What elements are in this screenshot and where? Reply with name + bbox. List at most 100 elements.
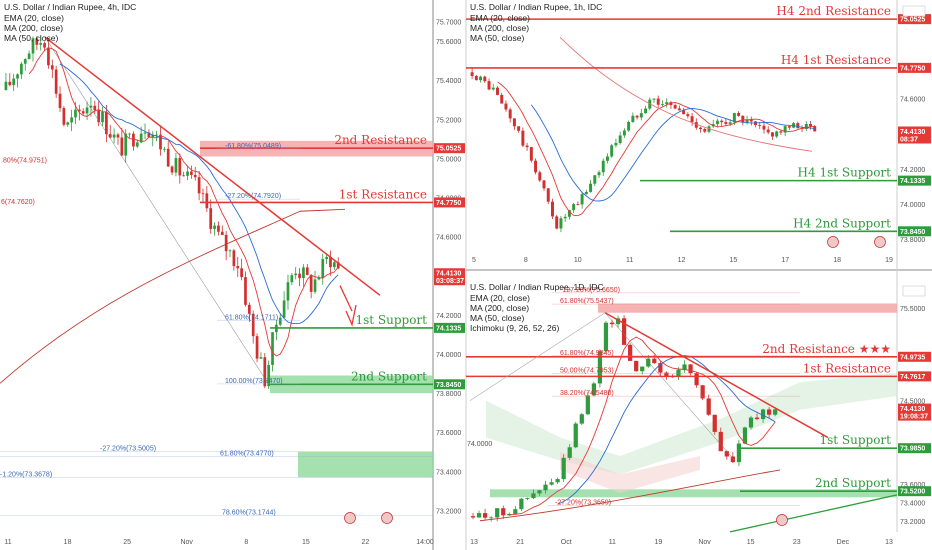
descending-trendline (604, 312, 829, 439)
candle-body (139, 133, 143, 143)
candle-body (766, 129, 770, 133)
candle-body (737, 113, 741, 116)
candle-body (332, 262, 336, 268)
candle-body (563, 216, 567, 219)
indicator-label: Ichimoku (9, 26, 52, 26) (470, 323, 559, 333)
candle-body (796, 123, 800, 129)
descending-trendline (44, 36, 381, 296)
price-tick-label: 75.5000 (900, 306, 925, 313)
price-tick-label: 74.0000 (900, 202, 925, 209)
candle-body (20, 63, 23, 75)
event-flag-icon (776, 514, 788, 526)
candle-body (39, 43, 43, 45)
candle-body (267, 364, 271, 387)
candle-body (658, 363, 663, 373)
candle-body (470, 516, 476, 518)
candle-body (779, 131, 783, 133)
candle-body (66, 122, 70, 125)
candle-body (474, 75, 478, 81)
candle-body (699, 127, 703, 130)
price-tick-label: 74.6000 (436, 235, 461, 242)
candle-body (487, 81, 491, 90)
candle-body (50, 65, 54, 70)
fib-label: -27.20%(73.5005) (100, 446, 156, 453)
candle-body (652, 358, 657, 364)
time-tick-label: 22 (362, 539, 370, 546)
price-tick-label: 73.4000 (436, 469, 461, 476)
price-tick-label: 75.0000 (436, 156, 461, 163)
candle-body (707, 126, 711, 132)
price-tick-label: 73.2000 (900, 519, 925, 526)
time-tick-label: 18 (833, 257, 841, 264)
candle-body (593, 175, 597, 184)
price-tick-label: 75.6000 (436, 39, 461, 46)
candle-body (561, 457, 566, 480)
candle-body (217, 225, 220, 232)
candle-body (170, 166, 174, 173)
candle-body (35, 38, 39, 45)
candle-body (162, 148, 166, 150)
candle-body (205, 193, 209, 209)
candle-body (728, 122, 732, 124)
price-tick-label: 75.4000 (436, 78, 461, 85)
fib-anchor-line (469, 312, 606, 401)
candle-body (677, 108, 681, 111)
candle-body (732, 113, 736, 123)
candle-body (313, 279, 317, 292)
candle-body (174, 158, 178, 173)
candle-body (178, 158, 182, 176)
price-tag-label: 73.5200 (900, 489, 925, 496)
candle-body (213, 225, 216, 229)
price-tick-label: 73.4000 (900, 500, 925, 507)
candle-body (519, 498, 524, 510)
price-tag (898, 62, 931, 73)
candle-body (329, 256, 332, 268)
candle-body (589, 183, 593, 192)
fib-label: 61.80%(74.1711) (225, 315, 278, 322)
candle-body (166, 148, 170, 167)
candle-body (23, 59, 27, 64)
price-tag (898, 175, 931, 186)
candle-body (128, 133, 131, 135)
time-tick-label: 21 (516, 539, 524, 546)
candle-body (660, 103, 664, 105)
time-tick-label: 12 (678, 257, 686, 264)
candle-body (263, 357, 267, 387)
price-tag (434, 197, 465, 208)
time-tick-label: 17 (781, 257, 789, 264)
candle-body (688, 364, 693, 374)
candle-body (224, 234, 228, 252)
ema-line (509, 336, 776, 516)
price-tag-label: 74.1335 (900, 178, 925, 185)
price-tick-label: 73.2000 (436, 508, 461, 515)
candle-body (682, 110, 686, 115)
candle-body (470, 72, 474, 76)
candle-body (209, 208, 213, 229)
candle-body (489, 517, 494, 519)
time-tick-label: 13 (885, 539, 893, 546)
candle-body (572, 204, 576, 211)
indicator-label: EMA (20, close) (470, 293, 530, 303)
candle-body (673, 105, 677, 109)
candle-body (47, 47, 50, 66)
price-tag-label: 75.0525 (900, 17, 925, 24)
candle-body (809, 124, 812, 127)
price-tag-label: 74.7750 (900, 65, 925, 72)
ascending-trendline (729, 494, 898, 533)
level-label: 2nd Support (815, 476, 891, 490)
price-tick-label: 73.8000 (900, 237, 925, 244)
candle-body (190, 171, 193, 175)
candle-body (232, 250, 236, 267)
candle-body (482, 513, 488, 518)
ma50-line (530, 104, 815, 202)
candle-body (601, 160, 605, 173)
candle-body (749, 119, 753, 122)
price-tag-label: 75.0525 (436, 146, 461, 153)
candle-body (639, 113, 643, 118)
candle-body (787, 126, 791, 128)
candle-body (538, 172, 542, 181)
candle-body (730, 456, 735, 463)
price-tag (898, 226, 931, 237)
candle-body (89, 105, 93, 108)
